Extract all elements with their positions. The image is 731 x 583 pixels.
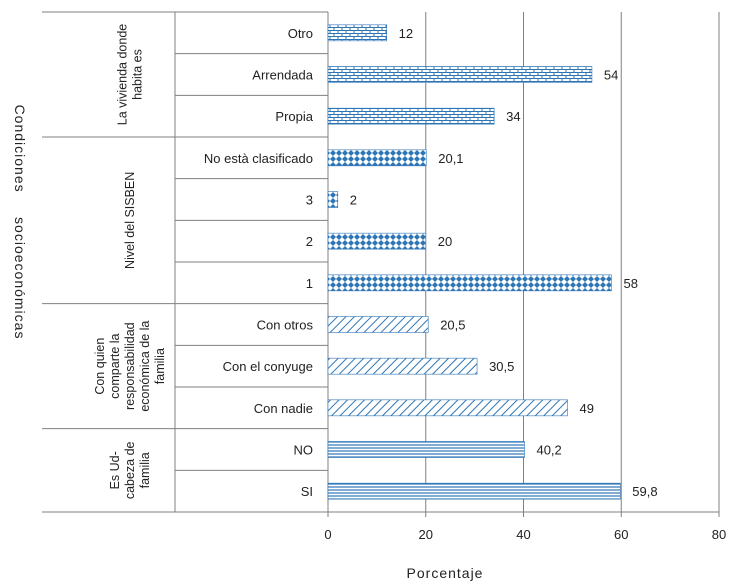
bar bbox=[327, 107, 495, 125]
category-label: Arrendada bbox=[252, 68, 313, 83]
category-label: 1 bbox=[306, 276, 313, 291]
category-label: 2 bbox=[306, 234, 313, 249]
bar bbox=[327, 232, 427, 250]
bar bbox=[327, 191, 339, 208]
data-label: 40,2 bbox=[536, 443, 561, 458]
data-label: 30,5 bbox=[489, 359, 514, 374]
bar bbox=[327, 66, 593, 83]
x-tick-label: 0 bbox=[324, 527, 331, 542]
bar bbox=[327, 24, 387, 42]
data-label: 20 bbox=[438, 234, 452, 249]
data-label: 34 bbox=[506, 109, 520, 124]
group-label-line: económica de la bbox=[138, 321, 152, 412]
category-label: SI bbox=[301, 484, 313, 499]
group-label-line: responsabilidad bbox=[123, 322, 137, 410]
group-label: Con quiencomparte laresponsabilidadeconó… bbox=[93, 321, 167, 412]
data-label: 54 bbox=[604, 68, 618, 83]
bar bbox=[327, 357, 478, 375]
bar bbox=[327, 149, 427, 167]
bar bbox=[327, 482, 621, 500]
data-label: 12 bbox=[399, 26, 413, 41]
bar bbox=[327, 316, 429, 333]
data-label: 20,5 bbox=[440, 318, 465, 333]
group-label-line: La vivienda donde bbox=[116, 24, 130, 126]
category-label: Con nadie bbox=[254, 401, 313, 416]
data-label: 49 bbox=[579, 401, 593, 416]
group-label-line: familia bbox=[138, 452, 152, 488]
x-axis-title: Porcentaje bbox=[407, 565, 484, 581]
group-label-line: Nivel del SISBEN bbox=[123, 172, 137, 269]
data-label: 58 bbox=[623, 276, 637, 291]
group-label-line: cabeza de bbox=[123, 441, 137, 499]
category-label: NO bbox=[294, 443, 314, 458]
category-label: 3 bbox=[306, 193, 313, 208]
x-tick-label: 20 bbox=[419, 527, 433, 542]
bar bbox=[327, 399, 568, 417]
y-axis-title: Condiciones socioeconómicas bbox=[12, 105, 28, 340]
group-label: La vivienda dondehabita es bbox=[116, 24, 145, 126]
data-label: 59,8 bbox=[632, 484, 657, 499]
group-label-line: familia bbox=[153, 348, 167, 384]
category-label: Con el conyuge bbox=[223, 359, 313, 374]
category-label: Otro bbox=[288, 26, 313, 41]
group-label-line: Con quien bbox=[93, 338, 107, 395]
category-label: Con otros bbox=[257, 318, 314, 333]
x-tick-label: 40 bbox=[516, 527, 530, 542]
group-label-line: Es Ud- bbox=[108, 451, 122, 489]
data-label: 20,1 bbox=[438, 151, 463, 166]
group-label: Nivel del SISBEN bbox=[123, 172, 137, 269]
bar bbox=[327, 274, 612, 292]
x-tick-label: 80 bbox=[712, 527, 726, 542]
data-label: 2 bbox=[350, 193, 357, 208]
x-tick-label: 60 bbox=[614, 527, 628, 542]
group-label: Es Ud-cabeza defamilia bbox=[108, 441, 152, 499]
category-label: Propia bbox=[275, 109, 313, 124]
group-label-line: comparte la bbox=[108, 333, 122, 398]
bar bbox=[327, 441, 525, 458]
group-label-line: habita es bbox=[131, 49, 145, 100]
category-label: No està clasificado bbox=[204, 151, 313, 166]
